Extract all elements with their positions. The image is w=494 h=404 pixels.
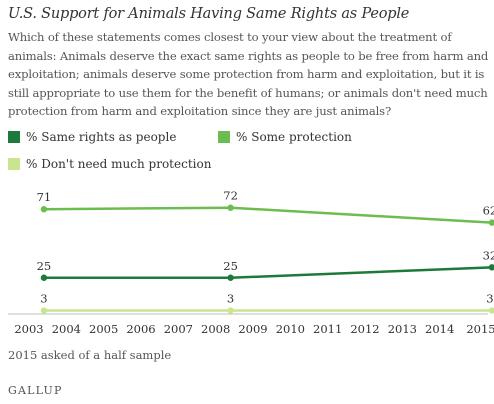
data-label: 62 <box>483 204 494 218</box>
gallup-logo: GALLUP <box>8 384 63 397</box>
data-label: 25 <box>223 259 238 273</box>
chart-title: U.S. Support for Animals Having Same Rig… <box>8 6 410 22</box>
data-point <box>488 264 494 271</box>
data-point <box>227 274 234 281</box>
x-tick-label: 2013 <box>388 322 417 336</box>
legend-swatch-some-protection <box>218 131 230 143</box>
legend-item-same-rights: % Same rights as people <box>8 130 176 144</box>
x-tick-label: 2014 <box>425 322 454 336</box>
x-tick-label: 2004 <box>52 322 81 336</box>
data-label: 25 <box>37 259 52 273</box>
question-text: Which of these statements comes closest … <box>8 30 489 119</box>
legend-label-dont-need: % Don't need much protection <box>26 157 212 171</box>
legend-swatch-dont-need <box>8 158 20 170</box>
data-label: 71 <box>37 190 52 204</box>
data-point <box>488 307 494 314</box>
legend-item-some-protection: % Some protection <box>218 130 352 144</box>
x-tick-label: 2003 <box>14 322 43 336</box>
x-tick-label: 2015 <box>466 322 494 336</box>
footnote: 2015 asked of a half sample <box>8 348 172 362</box>
x-tick-label: 2009 <box>238 322 267 336</box>
data-point <box>227 307 234 314</box>
legend-swatch-same-rights <box>8 131 20 143</box>
data-label: 32 <box>483 248 494 262</box>
data-label: 3 <box>227 292 234 306</box>
legend-label-some-protection: % Some protection <box>236 130 352 144</box>
x-tick-label: 2008 <box>201 322 230 336</box>
legend-label-same-rights: % Same rights as people <box>26 130 177 144</box>
data-label: 3 <box>40 292 47 306</box>
data-point <box>488 219 494 226</box>
x-tick-label: 2010 <box>276 322 305 336</box>
series-line-1 <box>43 206 493 224</box>
data-label: 3 <box>486 292 493 306</box>
x-tick-label: 2012 <box>350 322 379 336</box>
x-tick-label: 2005 <box>89 322 118 336</box>
x-tick-label: 2007 <box>164 322 193 336</box>
data-point <box>227 204 234 211</box>
x-tick-label: 2011 <box>313 322 342 336</box>
data-point <box>40 274 48 281</box>
data-point <box>40 206 48 213</box>
series-line-0 <box>43 266 492 279</box>
data-point <box>40 307 48 314</box>
x-tick-label: 2006 <box>126 322 155 336</box>
data-label: 72 <box>223 189 238 203</box>
legend-item-dont-need: % Don't need much protection <box>8 157 211 171</box>
